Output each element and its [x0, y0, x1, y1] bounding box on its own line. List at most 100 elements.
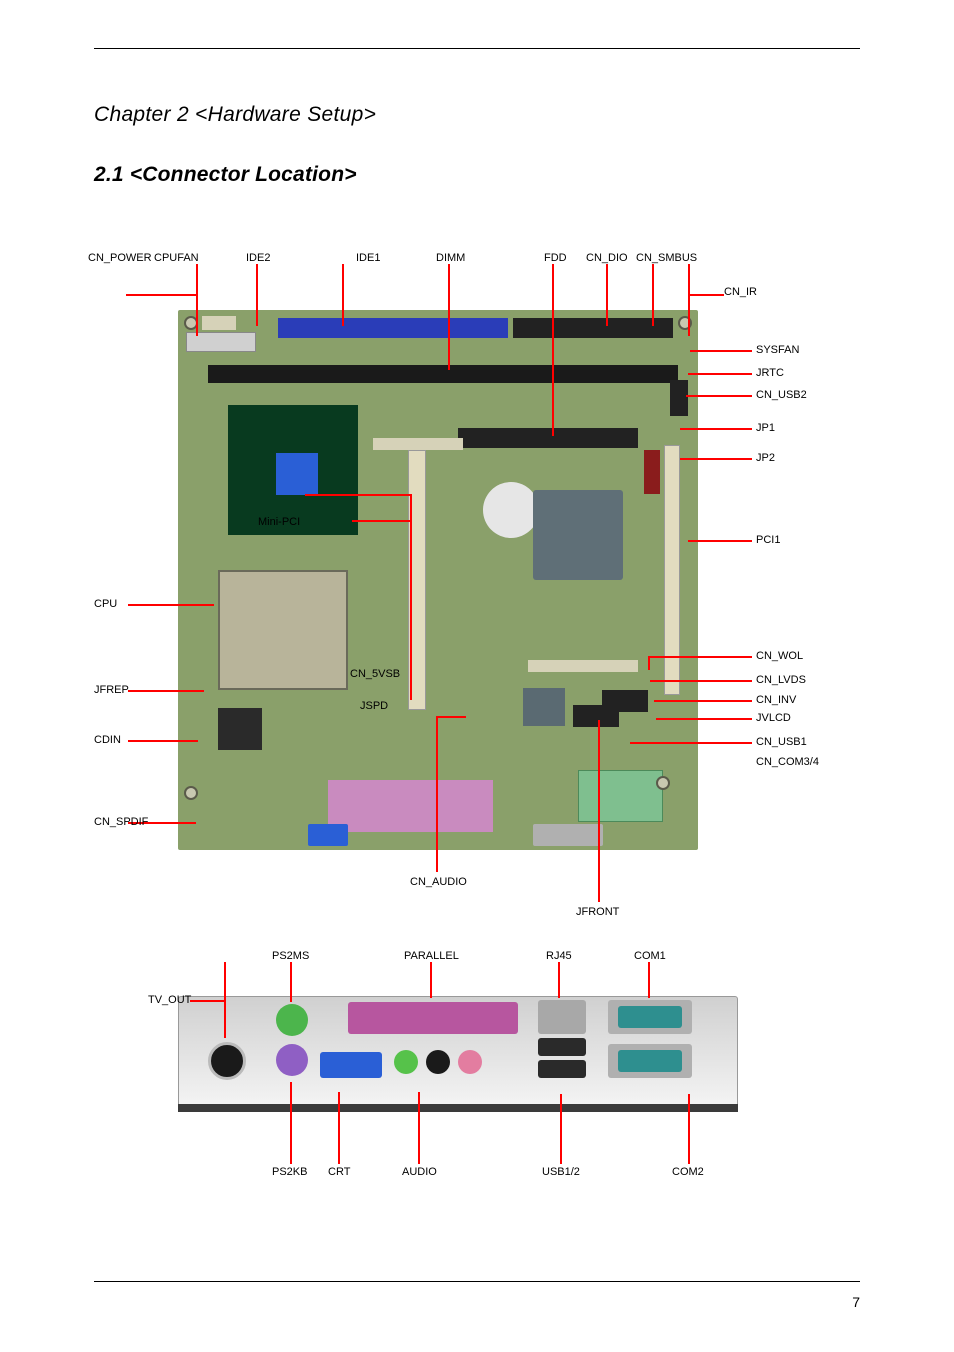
leader-line	[418, 1092, 420, 1164]
label-cn-smbus: CN_SMBUS	[636, 252, 697, 265]
leader-line	[448, 264, 450, 370]
leader-line	[688, 1094, 690, 1164]
page-number: 7	[852, 1294, 860, 1310]
leader-line	[558, 962, 560, 998]
label-jfront: JFRONT	[576, 906, 619, 919]
io-rail	[178, 1104, 738, 1112]
motherboard-diagram	[178, 310, 698, 850]
label-rj45: RJ45	[546, 950, 572, 963]
label-cn-power: CN_POWER	[88, 252, 152, 265]
label-cn-dio: CN_DIO	[586, 252, 628, 265]
vga-onboard	[308, 824, 348, 846]
label-ide1: IDE1	[356, 252, 380, 265]
label-com2: COM2	[672, 1166, 704, 1179]
top-rule	[94, 48, 860, 49]
audio-lineout	[394, 1050, 418, 1074]
label-ps2ms: PS2MS	[272, 950, 309, 963]
leader-line	[686, 395, 752, 397]
leader-line	[410, 670, 412, 700]
lvds-conn	[528, 660, 638, 672]
leader-line	[652, 264, 654, 326]
leader-line	[128, 604, 214, 606]
leader-line	[656, 718, 752, 720]
leader-line	[190, 1000, 226, 1002]
label-audio: AUDIO	[402, 1166, 437, 1179]
label-crt: CRT	[328, 1166, 350, 1179]
label-jvlcd: JVLCD	[756, 712, 791, 725]
leader-line	[680, 458, 752, 460]
leader-line	[305, 494, 411, 496]
coin-battery	[483, 482, 539, 538]
label-sysfan: SYSFAN	[756, 344, 799, 357]
ps2-mouse-port	[276, 1004, 308, 1036]
label-cn-com34: CN_COM3/4	[756, 756, 819, 769]
leader-line	[598, 720, 600, 902]
label-jp1: JP1	[756, 422, 775, 435]
ps2-kbd-port	[276, 1044, 308, 1076]
leader-line	[648, 656, 752, 658]
audio-codec	[218, 708, 262, 750]
label-cn-audio: CN_AUDIO	[410, 876, 467, 889]
label-mini-pci: Mini-PCI	[258, 516, 300, 529]
label-ide2: IDE2	[246, 252, 270, 265]
label-cdin: CDIN	[94, 734, 121, 747]
leader-line	[688, 540, 752, 542]
label-com1: COM1	[634, 950, 666, 963]
label-usb12: USB1/2	[542, 1166, 580, 1179]
label-cn-ir: CN_IR	[724, 286, 757, 299]
leader-line	[606, 264, 608, 326]
parallel-port	[348, 1002, 518, 1034]
label-dimm: DIMM	[436, 252, 465, 265]
svideo-port	[208, 1042, 246, 1080]
leader-line	[196, 295, 198, 315]
leader-line	[688, 294, 724, 296]
label-ps2kb: PS2KB	[272, 1166, 307, 1179]
cn-dio-header	[562, 318, 600, 336]
leader-line	[128, 740, 198, 742]
label-parallel: PARALLEL	[404, 950, 459, 963]
cf-slot	[578, 770, 663, 822]
leader-line	[290, 1082, 292, 1164]
cpufan-header	[202, 316, 236, 330]
label-cn-lvds: CN_LVDS	[756, 674, 806, 687]
cn-smbus-header	[605, 318, 643, 336]
leader-line	[338, 1092, 340, 1164]
leader-line	[648, 656, 650, 670]
leader-line	[688, 264, 690, 336]
cn-usb2-header	[670, 380, 688, 416]
southbridge-chip	[533, 490, 623, 580]
label-cn-spdif: CN_SPDIF	[94, 816, 148, 829]
leader-line	[126, 294, 198, 296]
cpu-socket	[218, 570, 348, 690]
label-fdd: FDD	[544, 252, 567, 265]
label-cn-usb2: CN_USB2	[756, 389, 807, 402]
leader-line	[128, 690, 204, 692]
io-panel-diagram	[178, 978, 738, 1128]
lan-chip	[523, 688, 565, 726]
usb-port-2	[538, 1060, 586, 1078]
label-jspd: JSPD	[360, 700, 388, 713]
audio-linein	[426, 1050, 450, 1074]
conn-small-1	[373, 438, 463, 450]
label-jp2: JP2	[756, 452, 775, 465]
label-cn-usb1: CN_USB1	[756, 736, 807, 749]
cn-com34-header	[602, 690, 648, 712]
vga-port	[320, 1052, 382, 1078]
section-title: 2.1 <Connector Location>	[94, 163, 860, 187]
leader-line	[650, 680, 752, 682]
label-cpu: CPU	[94, 598, 117, 611]
label-cpufan: CPUFAN	[154, 252, 199, 265]
leader-line	[630, 742, 752, 744]
leader-line	[342, 264, 344, 326]
com1-shell	[608, 1000, 692, 1034]
leader-line	[290, 962, 292, 1002]
serial-onboard	[533, 824, 603, 846]
bottom-rule	[94, 1281, 860, 1282]
rj45-port	[538, 1000, 586, 1034]
leader-line	[680, 428, 752, 430]
leader-line	[352, 520, 412, 522]
rear-heatsink	[328, 780, 493, 832]
leader-line	[648, 962, 650, 998]
fdd-conn	[458, 428, 638, 448]
usb-port-1	[538, 1038, 586, 1056]
